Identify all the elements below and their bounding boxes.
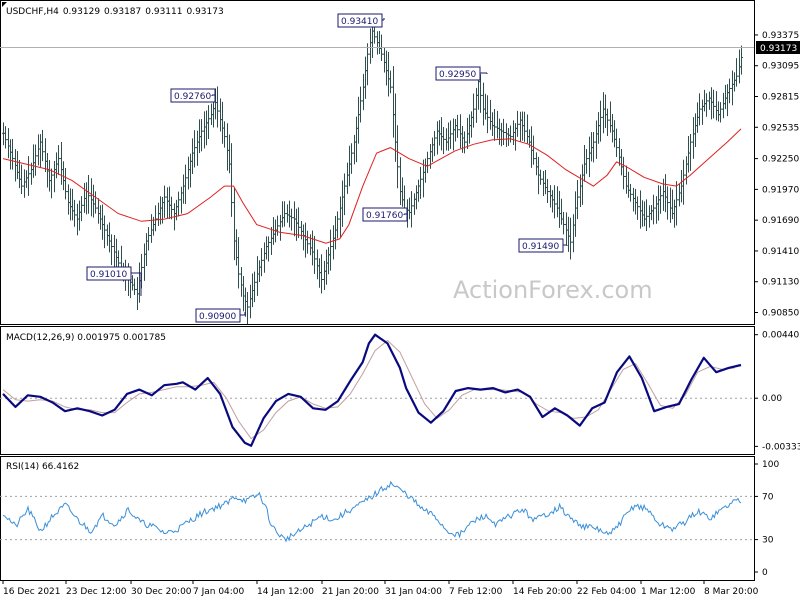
x-tick-label: 1 Mar 12:00 [641,587,696,597]
price-annotation: 0.93410 [337,13,385,28]
moving-average [2,128,742,244]
price-y-tick-label: 0.93095 [762,62,799,72]
price-annotations: 0.93410 0.92760 0.92950 0.91760 0.91490 0.910… [86,13,568,323]
x-tick-label: 31 Jan 04:00 [385,587,442,597]
macd-panel-frame [0,326,755,455]
rsi-y-tick-label: 70 [762,492,774,502]
price-y-tick-label: 0.92535 [762,123,799,133]
current-price-tag [756,41,800,54]
rsi-lines [0,480,754,543]
ohlc-open: 0.93129 [63,7,100,17]
rsi-panel-frame [0,456,755,581]
rsi-y-tick-label: 30 [762,536,774,546]
current-price-label: 0.93173 [760,44,797,54]
watermark: ActionForex.com [453,276,653,304]
rsi-y-tick-label: 0 [762,568,768,578]
macd-title: MACD(12,26,9) 0.001975 0.001785 [6,333,166,343]
x-tick-label: 23 Dec 12:00 [66,587,127,597]
price-annotation: 0.92950 [435,66,488,81]
macd-y-tick-label: 0.004403 [762,331,800,341]
price-y-tick-label: 0.91410 [762,247,799,257]
x-tick-label: 7 Jan 04:00 [193,587,245,597]
rsi-title: RSI(14) 66.4162 [6,462,79,472]
macd-y-axis: 0.004403 0.00 -0.003338 [754,331,800,452]
macd-main-line [2,333,742,447]
price-title: USDCHF,H4 0.93129 0.93187 0.93111 0.93173 [6,7,224,17]
price-y-tick-label: 0.92250 [762,155,799,165]
macd-lines [0,333,754,447]
moving-average-line [2,128,742,244]
annotation-label: 0.92760 [174,92,211,102]
price-y-tick-label: 0.93375 [762,31,799,41]
price-panel-frame [0,0,755,325]
price-annotation: 0.90900 [195,308,246,323]
x-tick-label: 7 Feb 12:00 [449,587,503,597]
x-tick-label: 30 Dec 20:00 [131,587,192,597]
price-y-tick-label: 0.90850 [762,309,799,319]
annotation-label: 0.93410 [341,17,378,27]
annotation-label: 0.91760 [366,211,403,221]
price-y-tick-label: 0.91130 [762,278,799,288]
x-axis: 16 Dec 2021 23 Dec 12:00 30 Dec 20:00 7 Jan… [2,580,759,597]
x-tick-label: 22 Feb 04:00 [577,587,636,597]
x-tick-label: 21 Jan 20:00 [322,587,379,597]
price-annotation: 0.91010 [86,266,142,296]
annotation-label: 0.92950 [439,70,476,80]
price-annotation: 0.91760 [362,207,408,222]
annotation-label: 0.90900 [199,312,236,322]
x-tick-label: 16 Dec 2021 [3,587,61,597]
rsi-y-tick-label: 100 [762,460,779,470]
x-tick-label: 8 Mar 20:00 [704,587,759,597]
corner-marker-icon [2,2,7,7]
price-y-axis: 0.93375 0.93095 0.92815 0.92535 0.92250 0.919… [754,31,799,319]
macd-y-tick-label: -0.003338 [762,442,800,452]
macd-signal-line [2,339,735,440]
ohlc-high: 0.93187 [104,7,141,17]
rsi-line [2,480,742,543]
macd-y-tick-label: 0.00 [762,394,782,404]
x-tick-label: 14 Feb 20:00 [513,587,572,597]
price-annotation: 0.91490 [518,238,568,253]
price-y-tick-label: 0.92815 [762,92,799,102]
x-tick-label: 14 Jan 12:00 [257,587,314,597]
price-y-tick-label: 0.91690 [762,216,799,226]
price-symbol: USDCHF,H4 [6,7,59,17]
price-annotation: 0.92760 [170,88,216,103]
annotation-label: 0.91490 [522,242,559,252]
ohlc-close: 0.93173 [186,7,223,17]
price-y-tick-label: 0.91970 [762,185,799,195]
rsi-y-axis: 100 70 30 0 [754,460,779,578]
annotation-label: 0.91010 [90,270,127,280]
ohlc-low: 0.93111 [145,7,182,17]
